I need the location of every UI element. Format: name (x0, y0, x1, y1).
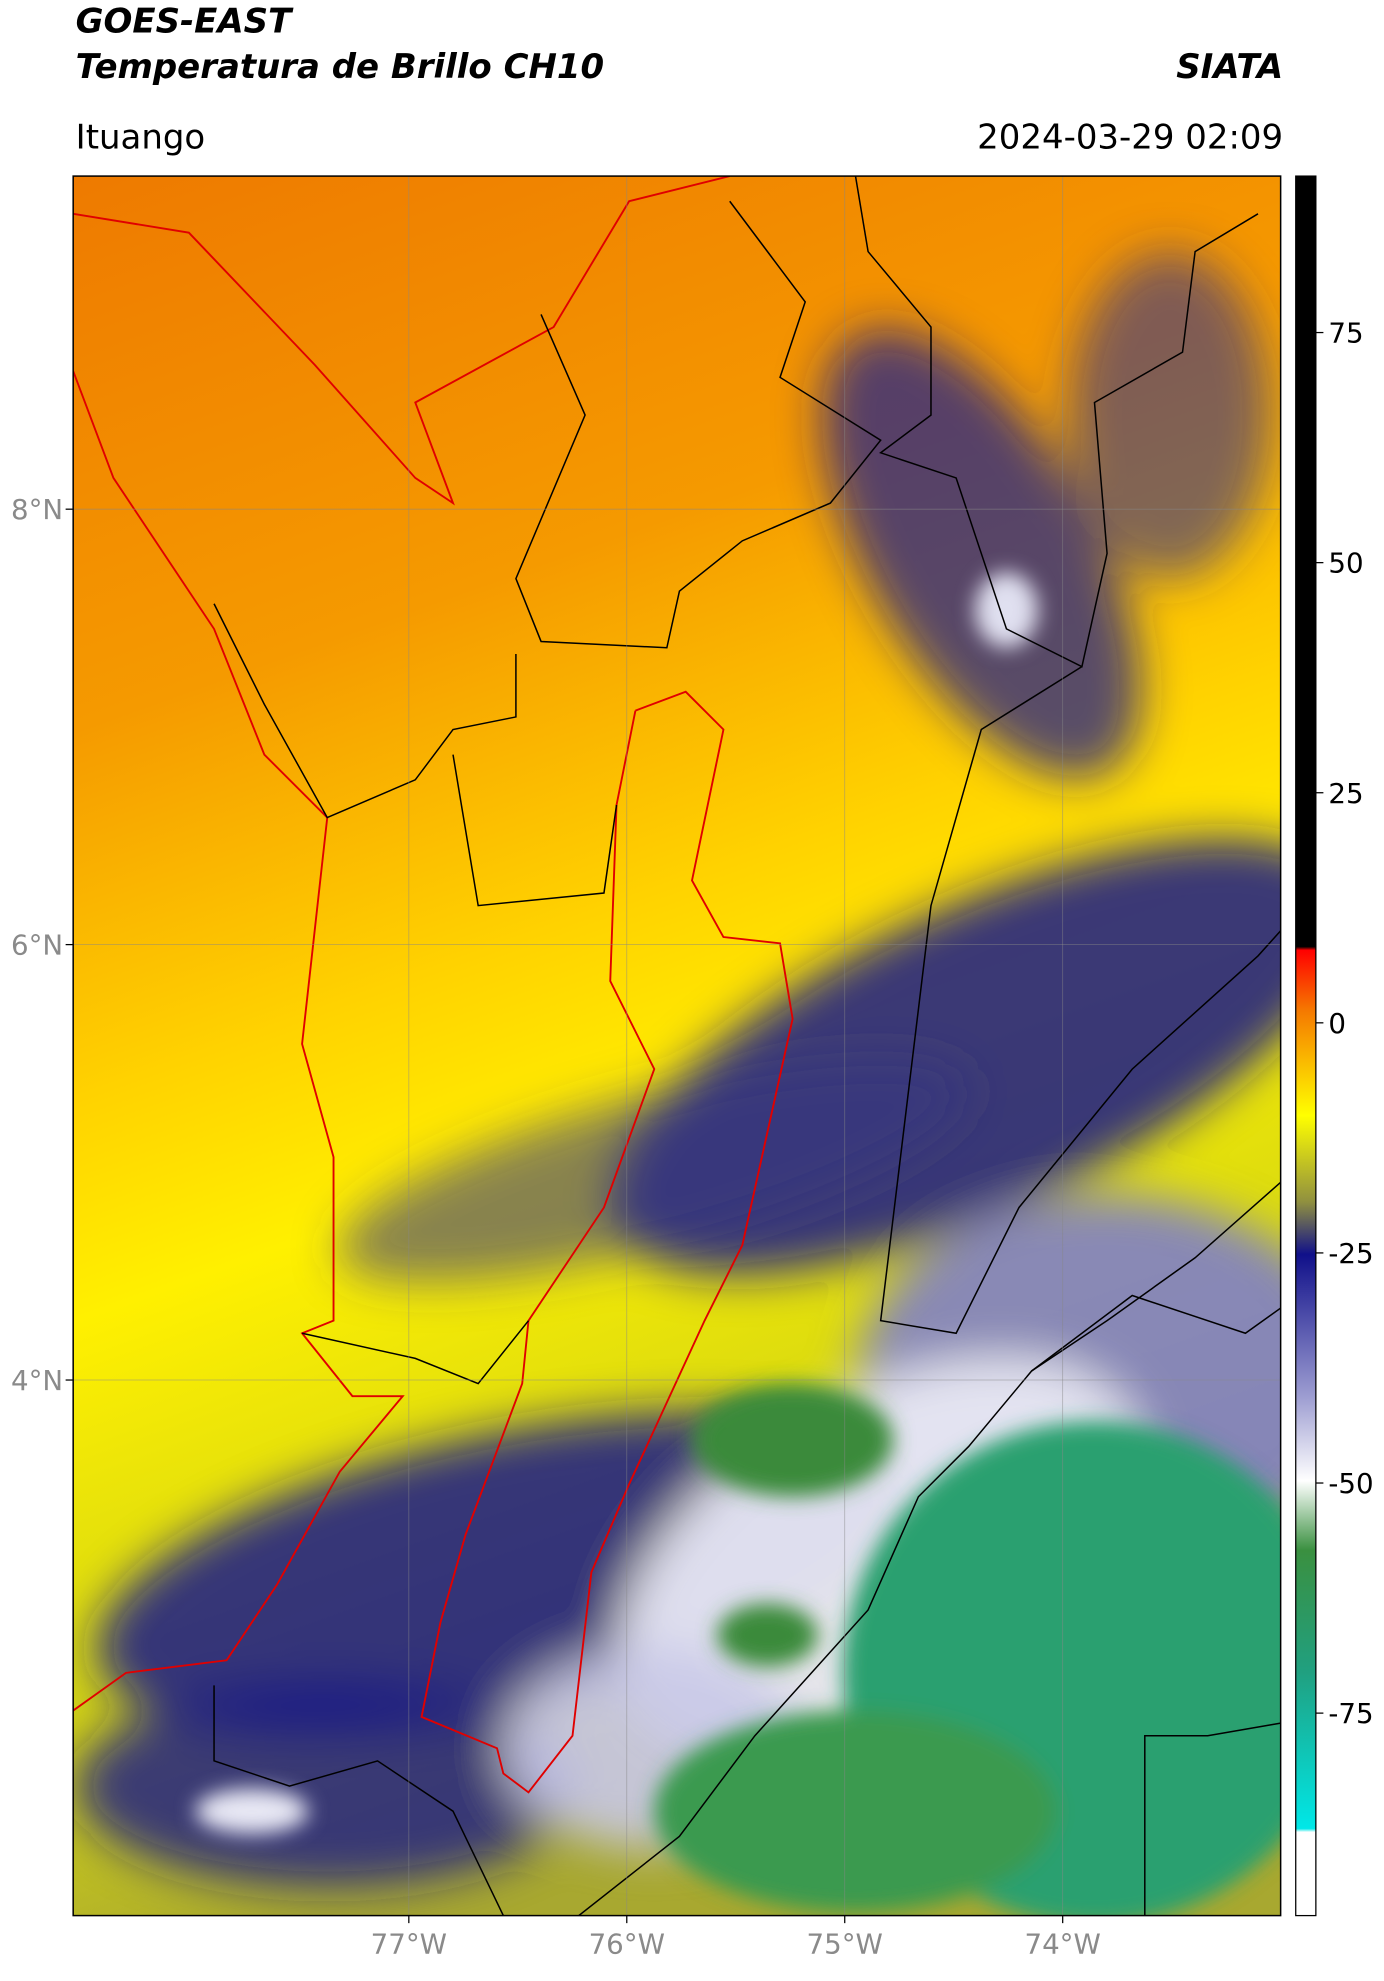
x-tick-label: 75°W (807, 1927, 883, 1960)
brand: SIATA (1176, 47, 1283, 87)
x-tick-label: 74°W (1024, 1927, 1100, 1960)
x-tick-label: 77°W (371, 1927, 447, 1960)
colorbar-tick-label: 50 (1328, 547, 1363, 580)
colorbar-tick-label: -25 (1328, 1237, 1373, 1270)
colorbar-tick-label: -50 (1328, 1467, 1373, 1500)
colorbar-tick-label: -75 (1328, 1697, 1373, 1730)
subtitle: Temperatura de Brillo CH10 (76, 47, 604, 87)
colorbar (1295, 175, 1317, 1917)
map-frame (72, 175, 1282, 1917)
x-tick-label: 76°W (589, 1927, 665, 1960)
y-tick-label: 8°N (11, 493, 63, 526)
title: GOES-EAST (76, 2, 294, 42)
colorbar-tick-label: 25 (1328, 777, 1363, 810)
y-tick-label: 4°N (11, 1364, 63, 1397)
location: Ituango (76, 117, 206, 157)
colorbar-tick-label: 0 (1328, 1007, 1346, 1040)
colorbar-tick-label: 75 (1328, 317, 1363, 350)
satellite-image (73, 176, 1281, 1916)
datetime: 2024-03-29 02:09 (977, 117, 1283, 157)
y-tick-label: 6°N (11, 929, 63, 962)
graticule (73, 176, 1281, 1916)
